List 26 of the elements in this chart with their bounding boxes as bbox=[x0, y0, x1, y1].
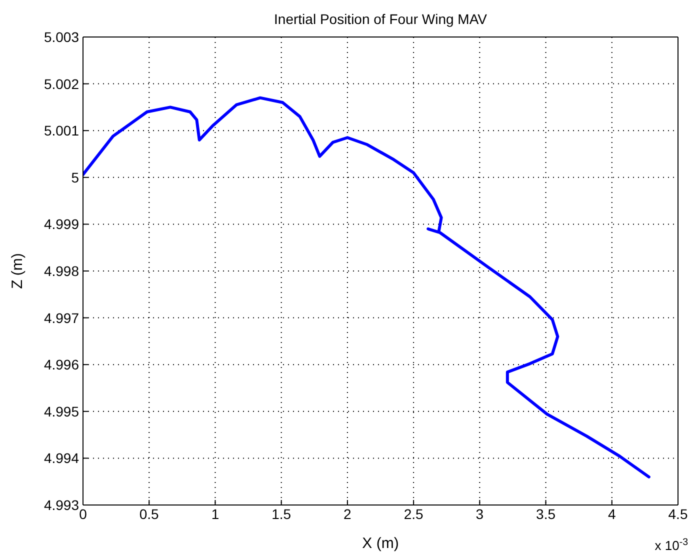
x-tick-label: 4 bbox=[608, 506, 616, 522]
chart-title: Inertial Position of Four Wing MAV bbox=[274, 11, 488, 27]
y-tick-label: 4.996 bbox=[44, 356, 80, 373]
y-tick-label: 5.002 bbox=[44, 76, 80, 92]
y-tick-label: 4.994 bbox=[44, 450, 80, 466]
x-tick-label: 2 bbox=[344, 506, 352, 522]
x-tick-label: 1.5 bbox=[272, 506, 292, 522]
x-tick-label: 3 bbox=[476, 506, 484, 522]
y-tick-label: 5 bbox=[71, 169, 80, 186]
y-axis-title: Z (m) bbox=[9, 253, 26, 289]
x-tick-label: 1 bbox=[211, 506, 220, 522]
y-tick-label: 5.001 bbox=[44, 122, 80, 139]
x-tick-label: 2.5 bbox=[404, 506, 424, 522]
y-tick-label: 4.998 bbox=[44, 262, 80, 279]
y-tick-label: 4.995 bbox=[44, 403, 80, 420]
x-tick-label: 0 bbox=[79, 506, 88, 522]
x-tick-label: 4.5 bbox=[668, 506, 688, 522]
y-tick-label: 4.993 bbox=[44, 496, 80, 513]
text: x 10$^{-3}$ bbox=[654, 536, 688, 553]
y-tick-label: 5.003 bbox=[44, 28, 80, 45]
x-tick-label: 0.5 bbox=[139, 506, 160, 522]
x-axis-title: X (m) bbox=[362, 535, 399, 552]
y-tick-label: 4.997 bbox=[44, 310, 80, 326]
x-tick-label: 3.5 bbox=[536, 506, 556, 522]
y-tick-label: 4.999 bbox=[44, 216, 80, 232]
line-series bbox=[83, 96, 650, 478]
